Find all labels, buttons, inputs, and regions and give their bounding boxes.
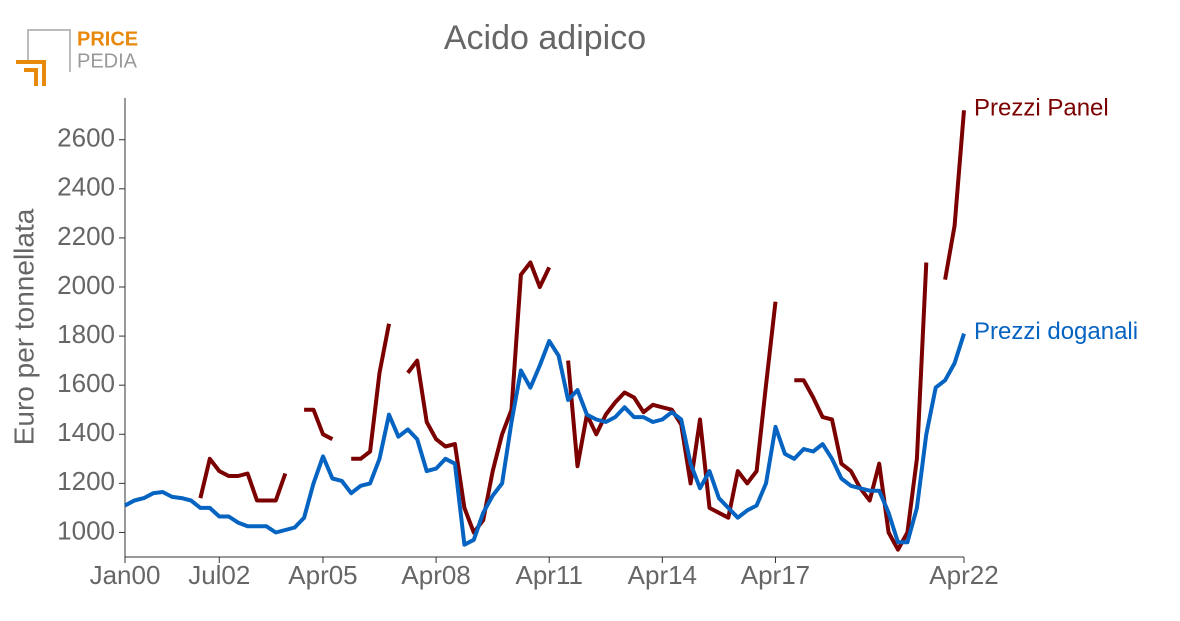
x-tick-label: Jul02 [188,560,250,590]
series-label: Prezzi Panel [974,95,1109,122]
y-tick-label: 1000 [57,515,115,545]
series-label: Prezzi doganali [974,318,1138,345]
y-axis-label: Euro per tonnellata [8,208,39,445]
y-tick-label: 1600 [57,368,115,398]
y-tick-label: 1200 [57,466,115,496]
y-tick-label: 2400 [57,172,115,202]
logo-text: PEDIA [77,50,138,72]
chart-title: Acido adipico [444,19,646,57]
x-tick-label: Jan00 [90,560,161,590]
y-tick-label: 2000 [57,270,115,300]
logo: PRICE PEDIA [16,28,138,86]
x-tick-label: Apr05 [288,560,357,590]
x-tick-label: Apr11 [515,560,582,590]
logo-text: PRICE [77,28,138,50]
line [124,332,966,547]
x-tick-label: Apr17 [741,560,810,590]
x-tick-label: Apr08 [401,560,470,590]
x-tick-label: Apr22 [929,560,998,590]
x-tick-label: Apr14 [628,560,697,590]
y-tick-label: 2200 [57,221,115,251]
y-tick-label: 2600 [57,123,115,153]
y-tick-label: 1400 [57,417,115,447]
y-tick-label: 1800 [57,319,115,349]
